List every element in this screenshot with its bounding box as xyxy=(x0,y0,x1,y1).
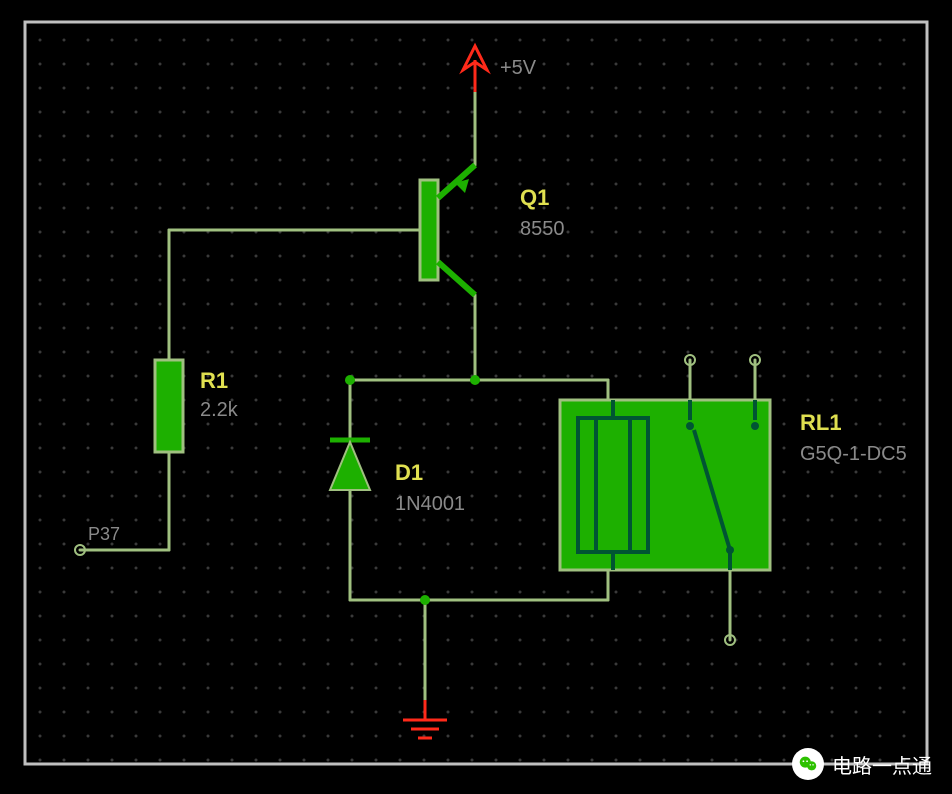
d1-value: 1N4001 xyxy=(395,493,465,515)
d1-ref: D1 xyxy=(395,460,423,485)
rl1-value: G5Q-1-DC5 xyxy=(800,443,907,465)
wechat-icon xyxy=(792,748,824,780)
junction xyxy=(470,375,480,385)
net-label-p37: P37 xyxy=(88,524,120,544)
watermark-text: 电路一点通 xyxy=(832,750,932,779)
q1-ref: Q1 xyxy=(520,185,549,210)
rl1-ref: RL1 xyxy=(800,410,842,435)
q1-value: 8550 xyxy=(520,218,565,240)
junction xyxy=(420,595,430,605)
schematic-canvas: +5V R1 2.2k Q1 8550 D1 1N4001 RL1 G5Q-1-DC5 P37 xyxy=(0,0,952,794)
watermark: 电路一点通 xyxy=(792,748,932,780)
r1-ref: R1 xyxy=(200,368,228,393)
junction xyxy=(345,375,355,385)
r1-value: 2.2k xyxy=(200,399,239,421)
power-vcc-label: +5V xyxy=(500,57,537,79)
